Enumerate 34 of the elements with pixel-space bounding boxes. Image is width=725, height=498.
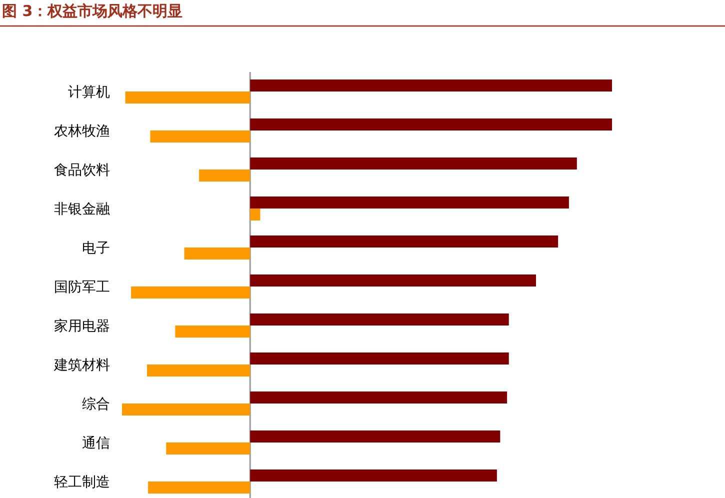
y-tick-label: 家用电器 [54,318,110,334]
bar [125,92,250,104]
bar [146,364,250,376]
y-tick-label: 综合 [82,396,110,412]
bar [250,274,536,286]
bar [122,404,250,416]
chart-title: 图 3：权益市场风格不明显 [2,2,183,20]
bar [250,314,509,326]
bar [166,442,250,454]
bar [250,80,612,92]
y-tick-label: 通信 [82,436,110,452]
y-tick-label: 非银金融 [54,202,110,218]
bar [150,130,250,142]
bar [250,470,497,482]
y-tick-label: 电子 [82,240,110,256]
bar [175,326,250,338]
bar [184,248,250,260]
bar [148,482,250,494]
bar [131,286,250,298]
y-tick-label: 建筑材料 [53,358,110,374]
y-tick-label: 轻工制造 [54,474,110,490]
y-tick-label: 食品饮料 [54,162,110,178]
y-tick-label: 国防军工 [54,280,110,296]
bar [250,236,558,248]
bar [250,352,509,364]
bar [250,196,569,208]
y-tick-label: 农林牧渔 [54,124,110,140]
bar [250,118,612,130]
bar [250,430,500,442]
bar [250,158,577,170]
bar [250,392,508,404]
bar [199,170,250,182]
bar [250,208,260,220]
y-tick-label: 计算机 [68,84,110,100]
